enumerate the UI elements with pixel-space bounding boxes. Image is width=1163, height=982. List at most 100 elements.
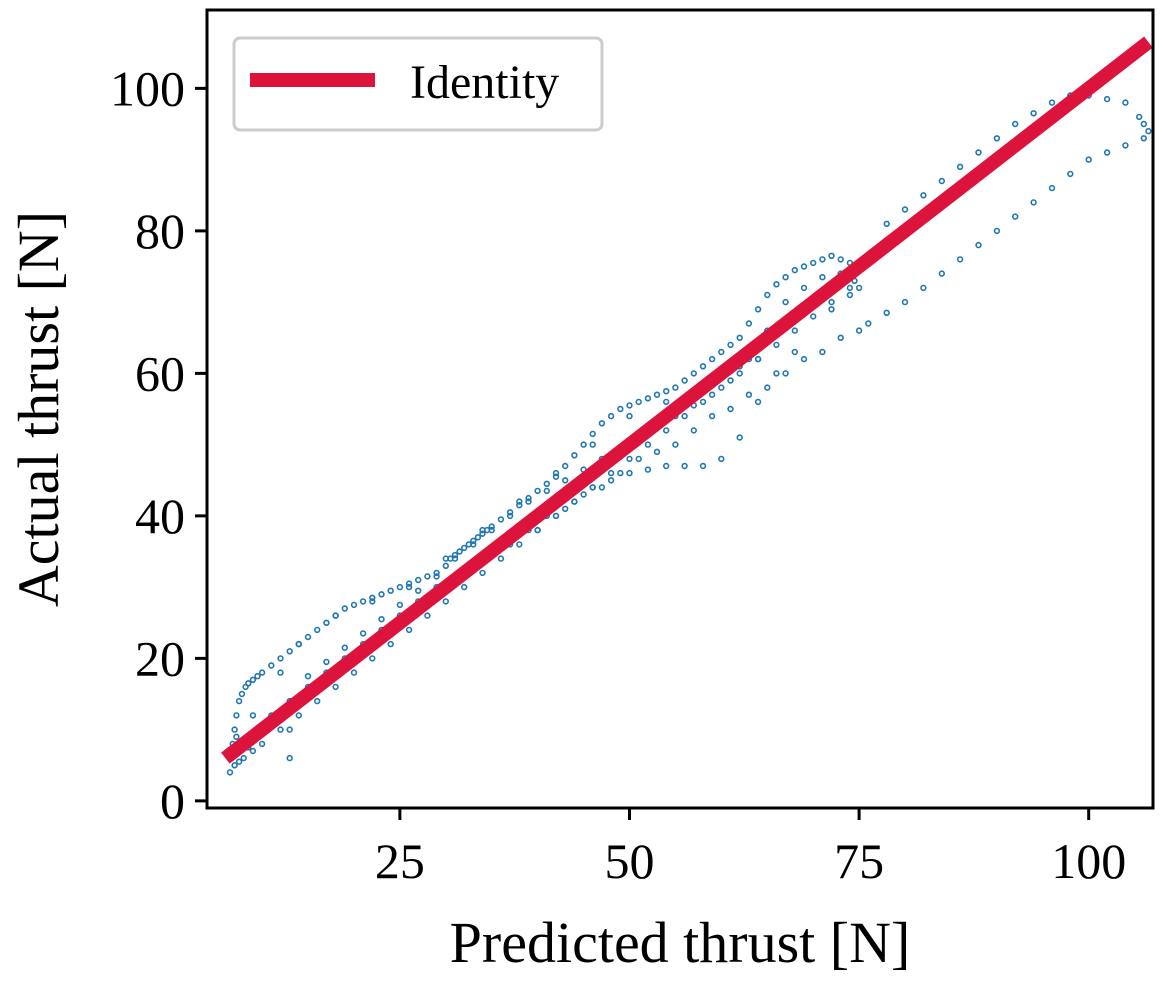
scatter-point [561,505,569,512]
scatter-point [607,477,615,484]
scatter-point [672,384,679,391]
scatter-point [754,306,762,313]
scatter-point [809,259,817,267]
scatter-point [552,473,560,480]
scatter-point [837,334,844,341]
scatter-point [920,192,927,199]
scatter-point [975,241,982,249]
scatter-point [552,512,560,520]
scatter-point [791,327,798,334]
scatter-point [855,284,863,292]
scatter-point [277,669,284,676]
scatter-point [662,462,670,470]
legend-identity-label: Identity [410,56,559,109]
y-axis-ticks: 0 20 40 60 80 100 [110,60,207,829]
scatter-point [424,612,431,619]
scatter-point [245,680,252,687]
scatter-point [231,726,238,733]
scatter-point [350,669,358,676]
scatter-point [442,555,449,562]
scatter-point [828,298,835,306]
scatter-point [461,544,468,552]
scatter-point [1122,142,1129,149]
scatter-point [369,594,376,601]
scatter-point [956,163,964,171]
scatter-point [1085,156,1092,163]
scatter-point [461,583,468,591]
scatter-point [295,640,302,648]
scatter-point [415,587,422,594]
scatter-point [718,348,725,356]
scatter-point [286,754,293,762]
scatter-point [561,477,569,484]
scatter-point [865,320,872,327]
scatter-point [617,469,624,477]
scatter-point [791,266,798,274]
legend-box [232,36,604,132]
scatter-point [901,206,909,213]
scatter-point [846,291,854,299]
scatter-point [598,420,606,427]
scatter-point [589,430,596,438]
scatter-point [626,455,633,463]
scatter-point [699,462,707,470]
scatter-point [819,348,826,356]
scatter-point [681,377,688,384]
scatter-point [286,726,293,733]
scatter-point [258,740,266,748]
scatter-point [233,733,240,740]
scatter-point [405,580,413,587]
scatter-point [525,498,532,505]
legend: Identity [232,36,604,132]
scatter-point [635,455,642,463]
scatter-point [901,298,909,306]
scatter-point [607,412,615,420]
scatter-point [314,626,321,634]
scatter-point [396,601,404,609]
scatter-point [451,555,459,562]
scatter-point [938,270,945,277]
scatter-point [589,484,596,491]
scatter-point [359,630,367,637]
scatter-point [323,619,330,626]
scatter-point [773,341,780,349]
scatter-point [1048,99,1056,106]
scatter-point [580,491,587,498]
scatter-point [800,355,808,363]
scatter-point [809,313,817,320]
scatter-point [736,434,743,441]
scatter-point [497,555,505,562]
scatter-point [1030,110,1037,117]
scatter-point [626,412,633,420]
scatter-point [488,526,495,534]
scatter-point [359,598,367,605]
scatter-point [534,487,541,495]
scatter-point [479,526,486,534]
scatter-point [543,480,550,487]
x-tick-label: 50 [604,833,654,889]
scatter-point [635,398,642,406]
scatter-point [607,469,615,477]
scatter-point [837,256,844,263]
scatter-point [1067,170,1074,178]
scatter-point [764,291,771,299]
scatter-point [415,576,422,584]
scatter-point [304,633,312,641]
x-axis-ticks: 25 50 75 100 [375,808,1126,889]
scatter-point [773,281,780,288]
scatter-point [580,441,587,448]
scatter-point [341,605,348,612]
scatter-point [238,690,246,698]
scatter-point [506,509,514,516]
scatter-point [350,601,358,609]
scatter-point [800,263,808,270]
scatter-point [589,441,596,448]
scatter-point [708,391,716,398]
scatter-point [396,583,404,591]
scatter-point [497,516,505,523]
scatter-point [617,405,624,413]
scatter-point [249,747,257,755]
scatter-points [226,92,1152,776]
scatter-point [773,370,780,377]
